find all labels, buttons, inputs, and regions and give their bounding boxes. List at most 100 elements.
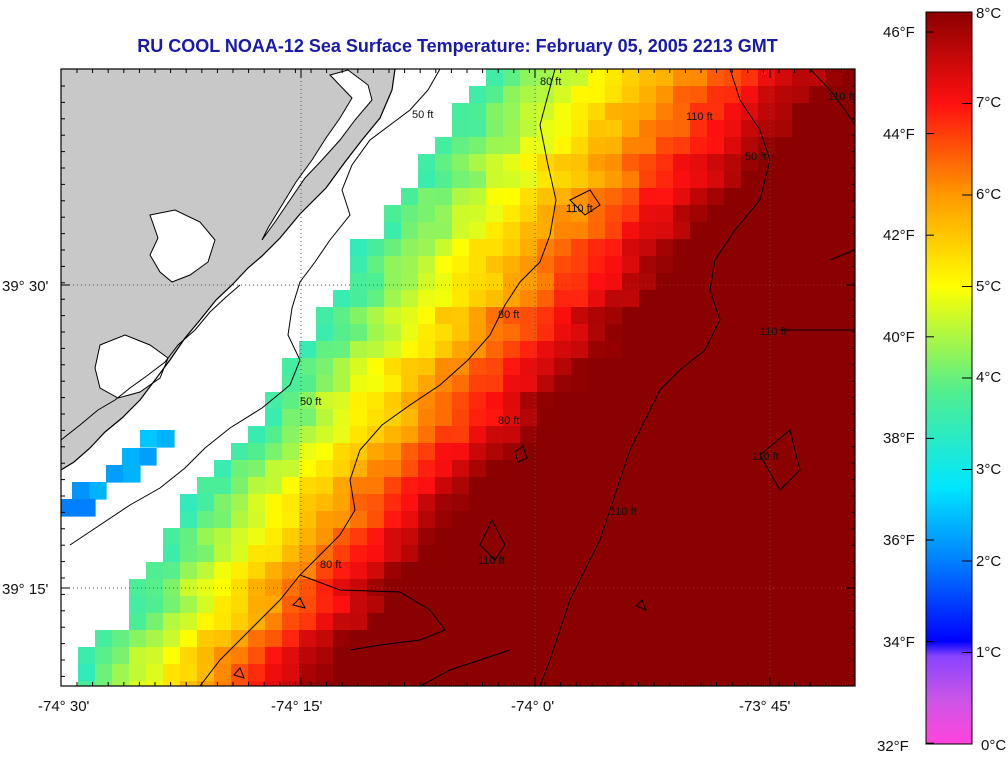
sst-pixel	[690, 137, 708, 155]
sst-pixel	[622, 154, 640, 172]
sst-pixel	[622, 681, 640, 686]
sst-pixel	[554, 205, 572, 223]
sst-pixel	[299, 579, 317, 597]
sst-pixel	[554, 460, 572, 478]
sst-pixel	[588, 273, 606, 291]
sst-pixel	[435, 596, 453, 614]
sst-pixel	[809, 324, 827, 342]
sst-pixel	[129, 664, 147, 682]
sst-pixel	[639, 375, 657, 393]
sst-pixel	[690, 222, 708, 240]
colorbar-f-label: 32°F	[877, 738, 909, 755]
sst-pixel	[282, 545, 300, 563]
sst-pixel	[758, 273, 776, 291]
sst-pixel	[537, 392, 555, 410]
sst-pixel	[707, 545, 725, 563]
sst-pixel	[724, 392, 742, 410]
sst-pixel	[639, 613, 657, 631]
sst-pixel	[163, 664, 181, 682]
sst-pixel	[231, 460, 249, 478]
lon-label: -74° 30'	[38, 698, 90, 715]
sst-pixel	[231, 613, 249, 631]
sst-pixel	[775, 375, 793, 393]
sst-pixel	[503, 579, 521, 597]
sst-pixel	[792, 613, 810, 631]
colorbar-c-label: 4°C	[976, 369, 1001, 386]
sst-pixel	[129, 613, 147, 631]
sst-pixel	[690, 528, 708, 546]
sst-pixel	[639, 358, 657, 376]
colorbar-f-label: 44°F	[883, 126, 915, 143]
sst-pixel	[537, 562, 555, 580]
sst-pixel	[673, 681, 691, 686]
sst-pixel	[639, 103, 657, 121]
sst-pixel	[452, 477, 470, 495]
sst-pixel	[350, 239, 368, 257]
coastline-inner	[61, 284, 241, 441]
sst-pixel	[843, 630, 855, 648]
sst-pixel	[503, 596, 521, 614]
sst-pixel	[452, 222, 470, 240]
sst-pixel	[401, 596, 419, 614]
sst-pixel	[775, 511, 793, 529]
sst-pixel	[520, 222, 538, 240]
sst-pixel	[809, 239, 827, 257]
sst-pixel	[622, 443, 640, 461]
sst-pixel	[843, 409, 855, 427]
sst-pixel	[282, 664, 300, 682]
sst-pixel	[129, 647, 147, 665]
sst-pixel	[452, 256, 470, 274]
sst-pixel	[707, 375, 725, 393]
sst-pixel	[673, 443, 691, 461]
sst-pixel	[503, 239, 521, 257]
sst-pixel	[707, 205, 725, 223]
sst-pixel	[554, 579, 572, 597]
sst-pixel	[758, 307, 776, 325]
contour-label: 50 ft	[412, 109, 433, 121]
sst-pixel	[656, 409, 674, 427]
sst-pixel	[605, 307, 623, 325]
sst-pixel	[452, 205, 470, 223]
sst-pixel	[809, 460, 827, 478]
sst-pixel	[775, 443, 793, 461]
sst-pixel	[214, 647, 232, 665]
sst-pixel	[775, 86, 793, 104]
sst-pixel	[775, 205, 793, 223]
sst-pixel	[826, 290, 844, 308]
sst-pixel	[282, 528, 300, 546]
sst-pixel	[571, 613, 589, 631]
sst-pixel	[588, 647, 606, 665]
sst-pixel	[690, 239, 708, 257]
sst-pixel	[673, 596, 691, 614]
sst-pixel	[758, 205, 776, 223]
sst-pixel	[741, 443, 759, 461]
sst-pixel	[792, 103, 810, 121]
sst-pixel	[792, 562, 810, 580]
contour-label: 110 ft	[686, 111, 713, 123]
sst-pixel	[588, 409, 606, 427]
sst-pixel	[316, 375, 334, 393]
sst-pixel	[418, 358, 436, 376]
sst-pixel	[350, 613, 368, 631]
sst-pixel	[707, 426, 725, 444]
sst-pixel	[265, 392, 283, 410]
sst-pixel	[95, 630, 113, 648]
sst-pixel	[673, 324, 691, 342]
sst-pixel	[350, 562, 368, 580]
sst-pixel	[673, 341, 691, 359]
sst-pixel	[503, 647, 521, 665]
sst-pixel	[809, 596, 827, 614]
sst-pixel	[469, 154, 487, 172]
sst-pixel	[724, 375, 742, 393]
sst-pixel	[588, 596, 606, 614]
sst-pixel	[333, 358, 351, 376]
sst-pixel	[503, 681, 521, 686]
sst-pixel	[299, 681, 317, 686]
sst-pixel	[707, 494, 725, 512]
sst-pixel	[690, 154, 708, 172]
sst-pixel	[146, 630, 164, 648]
sst-pixel	[350, 477, 368, 495]
sst-pixel	[316, 358, 334, 376]
sst-pixel	[673, 120, 691, 138]
sst-pixel	[673, 171, 691, 189]
